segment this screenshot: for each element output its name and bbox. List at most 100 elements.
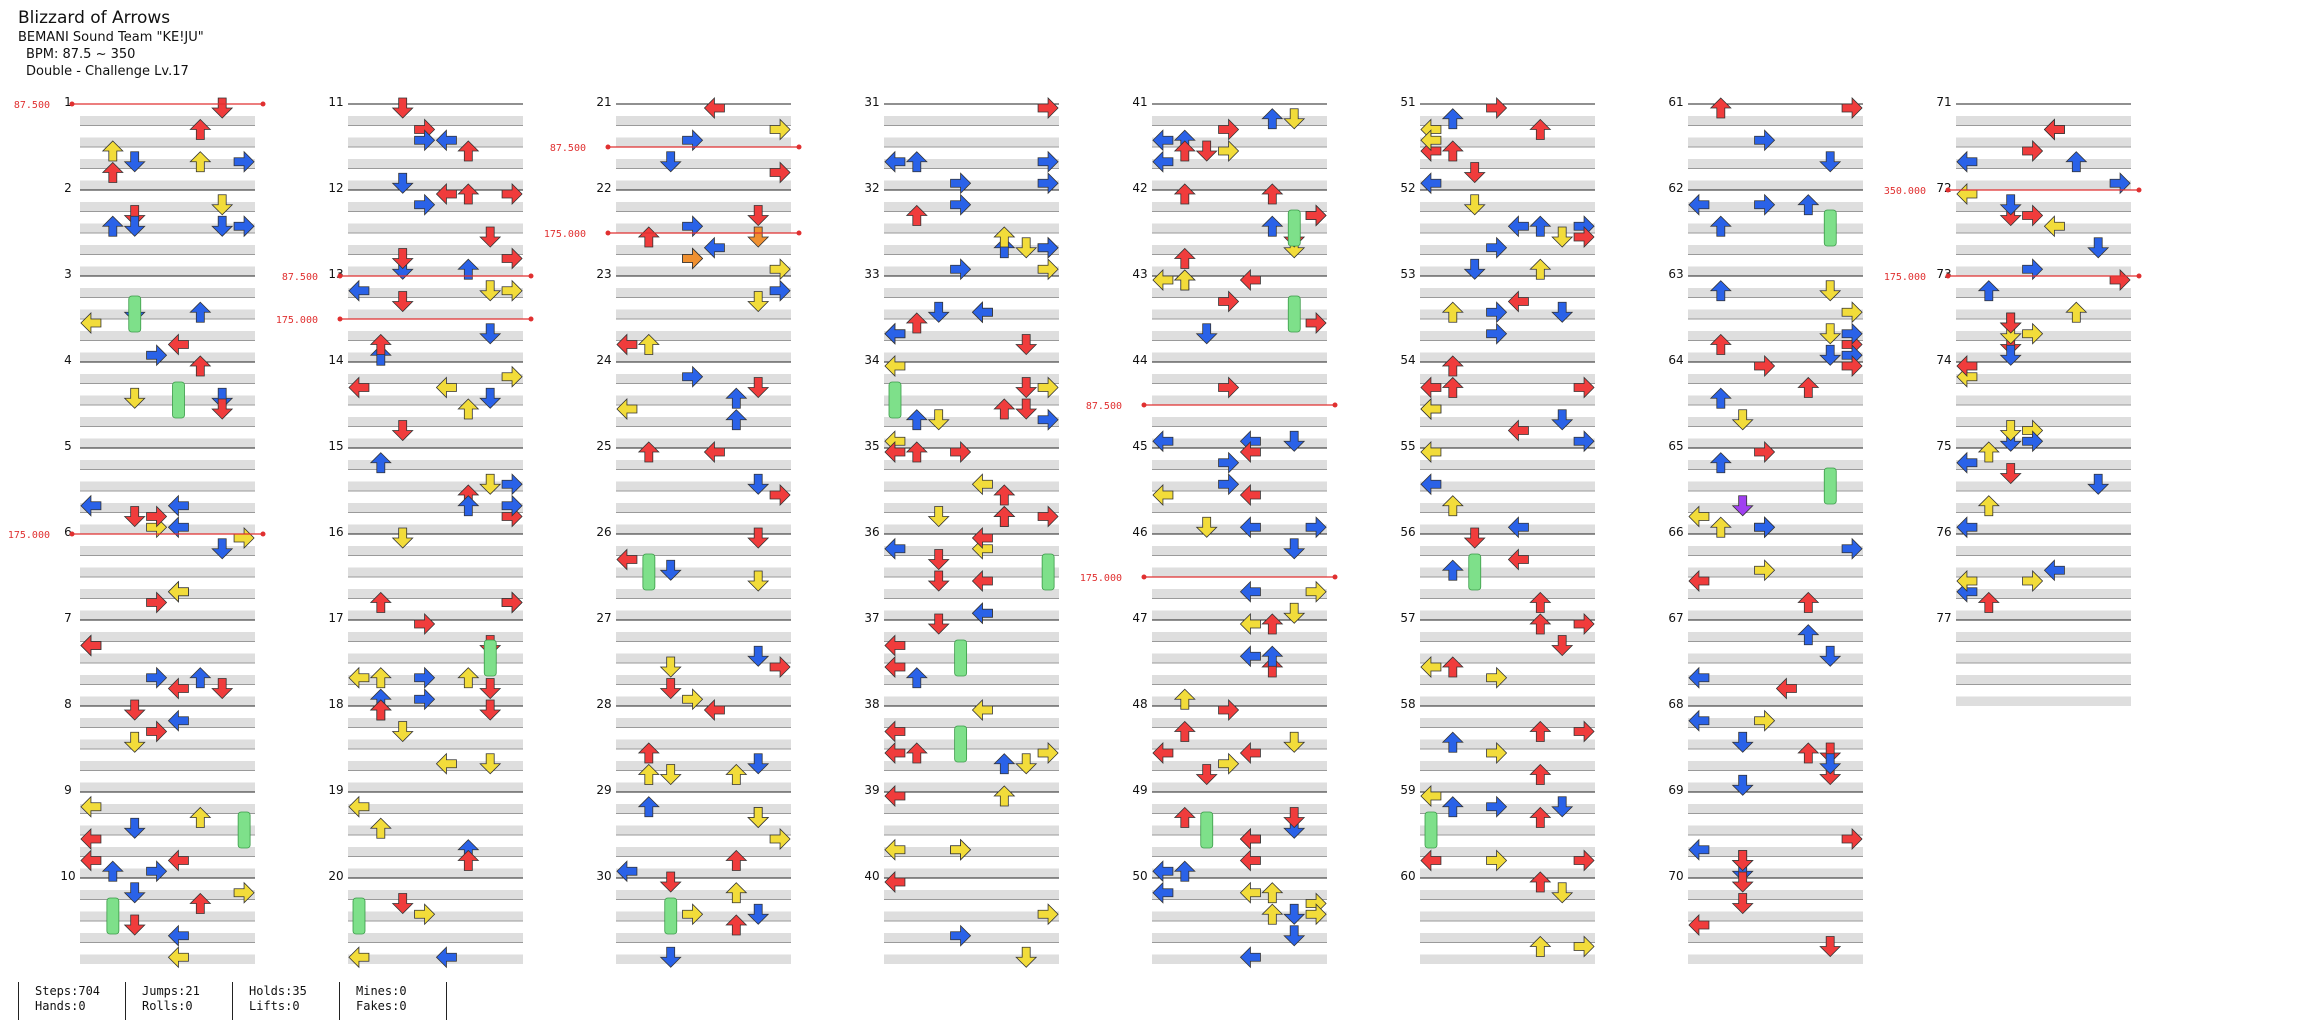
beat-stripe — [1152, 933, 1327, 943]
arrow-shape — [1956, 516, 1978, 539]
arrow-shape — [369, 344, 392, 366]
step-arrow — [1841, 537, 1863, 560]
beat-stripe — [616, 223, 791, 233]
step-arrow — [1486, 301, 1508, 324]
hold-body — [954, 639, 968, 677]
arrow-shape — [927, 409, 950, 431]
step-arrow — [1015, 946, 1038, 968]
beat-stripe — [1688, 868, 1863, 878]
beat-stripe — [1956, 395, 2131, 405]
beat-stripe — [884, 223, 1059, 233]
beat-stripe — [1420, 137, 1595, 147]
beat-stripe — [884, 589, 1059, 599]
arrow-shape — [1441, 301, 1464, 323]
beat-stripe — [616, 352, 791, 362]
step-arrow — [769, 656, 791, 678]
step-arrow — [1463, 162, 1486, 184]
arrow-shape — [1173, 720, 1196, 742]
step-arrow — [703, 699, 725, 721]
arrow-shape — [435, 376, 457, 399]
beat-stripe — [80, 933, 255, 943]
step-arrow — [1152, 484, 1174, 506]
arrow-shape — [1239, 484, 1261, 506]
arrow-shape — [682, 903, 704, 926]
step-arrow — [80, 494, 102, 517]
beat-stripe — [616, 933, 791, 943]
beat-stripe — [1420, 739, 1595, 749]
beat-stripe — [1420, 352, 1595, 362]
bpm-change-dot — [337, 316, 343, 322]
arrow-shape — [1420, 398, 1442, 420]
arrow-shape — [1529, 720, 1552, 742]
step-arrow — [1420, 376, 1442, 399]
arrow-shape — [1173, 247, 1196, 269]
step-arrow — [1754, 129, 1776, 152]
arrow-shape — [637, 333, 660, 355]
step-arrow — [1551, 301, 1574, 323]
beat-stripe — [1956, 180, 2131, 190]
beat-stripe — [1420, 718, 1595, 728]
arrow-shape — [457, 495, 480, 517]
arrow-shape — [348, 376, 370, 399]
measure-number: 27 — [596, 611, 611, 625]
beat-stripe — [348, 503, 523, 513]
arrow-shape — [637, 226, 660, 248]
arrow-shape — [1977, 591, 2000, 613]
arrow-shape — [1551, 635, 1574, 657]
beat-stripe — [1688, 481, 1863, 491]
step-arrow — [1441, 355, 1464, 377]
bpm-change-dot — [1141, 574, 1147, 580]
arrow-shape — [2043, 559, 2065, 582]
bpm-change-label: 87.500 — [282, 272, 318, 283]
arrow-shape — [616, 333, 638, 356]
step-arrow — [1283, 602, 1306, 624]
step-arrow — [659, 678, 682, 700]
arrow-shape — [1573, 430, 1595, 453]
beat-stripe — [80, 460, 255, 470]
step-arrow — [1754, 355, 1776, 377]
arrow-shape — [993, 226, 1016, 248]
bpm-change-dot — [796, 230, 802, 236]
step-arrow — [479, 280, 502, 302]
chart-header: Blizzard of Arrows BEMANI Sound Team "KE… — [18, 8, 204, 80]
step-arrow — [435, 183, 457, 205]
step-arrow — [1239, 946, 1261, 969]
beat-stripe — [616, 739, 791, 749]
step-arrow — [703, 236, 725, 259]
arrow-shape — [369, 699, 392, 721]
step-arrow — [1239, 269, 1261, 291]
arrow-shape — [1956, 183, 1978, 205]
step-arrow — [1797, 624, 1820, 646]
step-arrow — [1239, 881, 1261, 904]
arrow-shape — [2065, 301, 2088, 323]
arrow-shape — [1195, 323, 1218, 345]
bpm-change-label: 175.000 — [8, 530, 50, 541]
arrow-shape — [884, 441, 906, 463]
step-arrow — [1754, 441, 1776, 463]
arrow-shape — [1283, 903, 1306, 925]
step-arrow — [1218, 118, 1240, 141]
step-arrow — [1173, 247, 1196, 269]
step-arrow — [659, 764, 682, 786]
beat-stripe — [1688, 632, 1863, 642]
measure-number: 25 — [596, 439, 611, 453]
bpm-change-dot — [1945, 273, 1951, 279]
beat-stripe — [616, 116, 791, 126]
stat-fakes: Fakes:0 — [356, 999, 407, 1013]
measure-number: 11 — [328, 95, 343, 109]
step-arrow — [1731, 409, 1754, 431]
arrow-shape — [233, 215, 255, 238]
step-arrow — [1754, 516, 1776, 539]
measure-number: 15 — [328, 439, 343, 453]
beat-stripe — [1956, 546, 2131, 556]
step-arrow — [1441, 301, 1464, 323]
beat-stripe — [1956, 245, 2131, 255]
beat-stripe — [348, 352, 523, 362]
step-arrow — [1999, 463, 2022, 485]
beat-stripe — [1152, 374, 1327, 384]
stat-lifts: Lifts:0 — [249, 999, 300, 1013]
arrow-shape — [1420, 129, 1442, 152]
arrow-shape — [189, 355, 212, 377]
step-arrow — [884, 634, 906, 657]
beat-stripe — [616, 782, 791, 792]
